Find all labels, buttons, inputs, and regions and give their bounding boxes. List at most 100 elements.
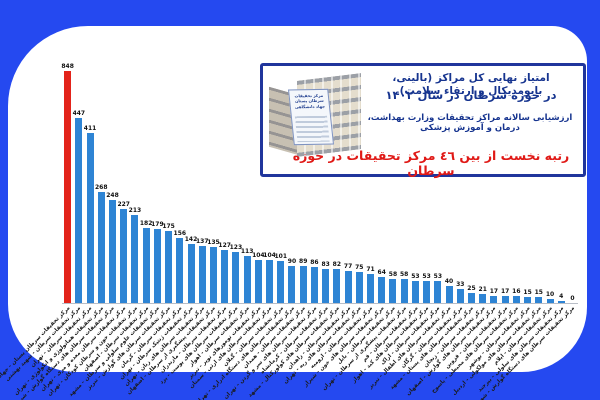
bar-group: 137 مرکز تحقیقات سرطان های زنان - تهران (123, 63, 208, 388)
bar-group: 227 مرکز تحقیقات سرطان معده و مری - تهران (40, 63, 130, 393)
bar-group: 182 مرکز تحقیقات سرطان - اصفهان (82, 63, 153, 373)
bar-highlighted (64, 71, 72, 303)
bar-value-label: 182 (139, 219, 153, 227)
bar (165, 230, 173, 303)
bar (277, 261, 285, 303)
bar-group: 15 مرکز تحقیقات سرطان های مولکولی - اردبی… (451, 63, 544, 396)
bar-group: 21 مرکز تحقیقات سرطان - زنجان (423, 63, 488, 369)
bar (434, 281, 442, 303)
bar (322, 268, 330, 303)
bar (75, 117, 83, 303)
bar-group: 179 مرکز تحقیقات علوم سلولی و سرطان - مشه… (68, 63, 164, 398)
bar (333, 269, 341, 303)
bar-group: 447 مرکز تحقیقات سرطان - شهید بهشتی (5, 63, 86, 382)
bar-group: 127 مرکز تحقیقات سرطان - مازندران (159, 63, 231, 374)
bar-group: 53 مرکز تحقیقات سرطان - اراک (380, 63, 443, 367)
header-title-line2: در حوزه سرطان در سال ۱۴۰۲ (385, 88, 557, 102)
bar (389, 279, 397, 303)
bar-group: 77 مرکز تحقیقات سرطان - زاهدان (286, 63, 353, 371)
bar (153, 228, 161, 303)
bar (467, 292, 475, 303)
bar (221, 250, 229, 303)
bar-value-label: 53 (433, 273, 442, 281)
bar (456, 289, 464, 303)
bar-value-label: 104 (252, 251, 265, 259)
bar-group: 0 مرکز تحقیقات سرطان های دستگاه گوارش - ش… (460, 63, 578, 400)
bar-group: 123 مرکز تحقیقات سرطان های پوست - یزد (159, 63, 242, 386)
bar (120, 209, 128, 303)
bar-group: 90 مرکز تحقیقات سرطان های دستگاه ادراری -… (194, 63, 297, 400)
bar-value-label: 33 (456, 281, 465, 289)
bar-group: 411 مرکز تحقیقات سرطان - تهران (30, 63, 97, 368)
bar-value-label: 179 (151, 220, 164, 228)
bar (86, 132, 94, 303)
bar-group: 82 مرکز تحقیقات سرطان های کولورکتال - مشه… (247, 63, 342, 399)
bar-value-label: 64 (377, 268, 386, 276)
bar-value-label: 411 (83, 124, 97, 132)
bar-group: 83 مرکز تحقیقات سرطان - کرمانشاه (259, 63, 331, 375)
building-sign-text: مرکز تحقیقات سرطان پستان جهاد دانشگاهی (294, 92, 326, 110)
bar (97, 192, 105, 303)
bar-value-label: 268 (95, 184, 108, 191)
bar-value-label: 248 (106, 192, 119, 200)
bar (232, 252, 240, 303)
bar-group: 135 مرکز تحقیقات پیشگیری از سرطان - اصفها… (126, 63, 220, 396)
bar-value-label: 86 (310, 259, 319, 267)
bar-value-label: 447 (72, 109, 86, 117)
bar-value-label: 175 (162, 222, 175, 230)
bar-group: 17 مرکز تحقیقات سرطان - قزوین (444, 63, 511, 370)
bar (310, 267, 318, 303)
bar-group: 17 مرکز تحقیقات سرطان های گوارش - اصفهان (406, 63, 499, 397)
bar (355, 272, 363, 303)
bar-group: 213 مرکز تحقیقات خون و سرطان کودکان - تهر… (46, 63, 142, 397)
header-box: مرکز تحقیقات سرطان پستان جهاد دانشگاهی ا… (260, 63, 586, 178)
bar-group: 142 مرکز تحقیقات ژنتیک سرطان - تهران (119, 63, 197, 381)
bar-value-label: 10 (545, 290, 555, 298)
bar (266, 259, 274, 303)
bar (254, 259, 262, 303)
building-sign: مرکز تحقیقات سرطان پستان جهاد دانشگاهی (287, 88, 335, 146)
bar-group: 53 مرکز تحقیقات سرطان - قم (361, 63, 421, 364)
bar-group: 15 مرکز تحقیقات سرطان - بوشهر (466, 63, 533, 370)
bar (479, 294, 487, 303)
bar (378, 276, 386, 303)
bar-group: 75 مرکز تحقیقات سرطان های ریه - تهران (283, 63, 365, 386)
bar-group: 104 مرکز تحقیقات سرطان های ارثی - سمنان (189, 63, 276, 389)
bar (490, 296, 498, 303)
bar-value-label: 848 (61, 63, 74, 71)
bar (131, 214, 139, 303)
bar (445, 286, 453, 303)
bar-value-label: 135 (207, 239, 220, 247)
bar-group: 89 مرکز تحقیقات سرطان - همدان (242, 63, 309, 370)
bar-value-label: 227 (117, 201, 130, 208)
bar-value-label: 58 (399, 271, 409, 278)
bar-value-label: 58 (388, 271, 398, 278)
bar (344, 271, 352, 303)
header-subtitle: ارزشیابی سالانه مراکز تحقیقات وزارت بهدا… (367, 113, 573, 133)
bar (209, 247, 217, 303)
bar-value-label: 25 (467, 284, 476, 292)
bar-value-label: 75 (355, 264, 364, 271)
bar-value-label: 83 (321, 260, 330, 268)
bar (288, 265, 296, 303)
bar-value-label: 71 (366, 265, 375, 273)
bar-group: 58 مرکز تحقیقات سرطان - بابل (336, 63, 398, 366)
bar-value-label: 213 (128, 206, 142, 214)
bar-group: 175 مرکز تحقیقات سرطان های گوارش - تبریز (86, 63, 175, 391)
bar-value-label: 53 (422, 273, 431, 281)
bar-group: 101 مرکز تحقیقات سرطان - گیلان (222, 63, 287, 368)
bar-group: 33 مرکز تحقیقات سرطان - گرگان (400, 63, 466, 369)
bar-value-label: 82 (332, 261, 342, 269)
bar-group: 4 مرکز تحقیقات سرطان های سلولی - بیرجند (477, 63, 567, 394)
bar-group: 25 مرکز تحقیقات سرطان های پستان - مشهد (389, 63, 477, 391)
bar-value-label: 90 (287, 257, 297, 265)
bar (108, 200, 116, 303)
bar-value-label: 113 (240, 248, 254, 256)
bar-value-label: 89 (299, 258, 308, 266)
bar-value-label: 21 (478, 286, 487, 294)
bar-value-label: 15 (523, 288, 532, 296)
bar-group: 53 مرکز تحقیقات سرطان های کبد - اهواز (351, 63, 432, 385)
